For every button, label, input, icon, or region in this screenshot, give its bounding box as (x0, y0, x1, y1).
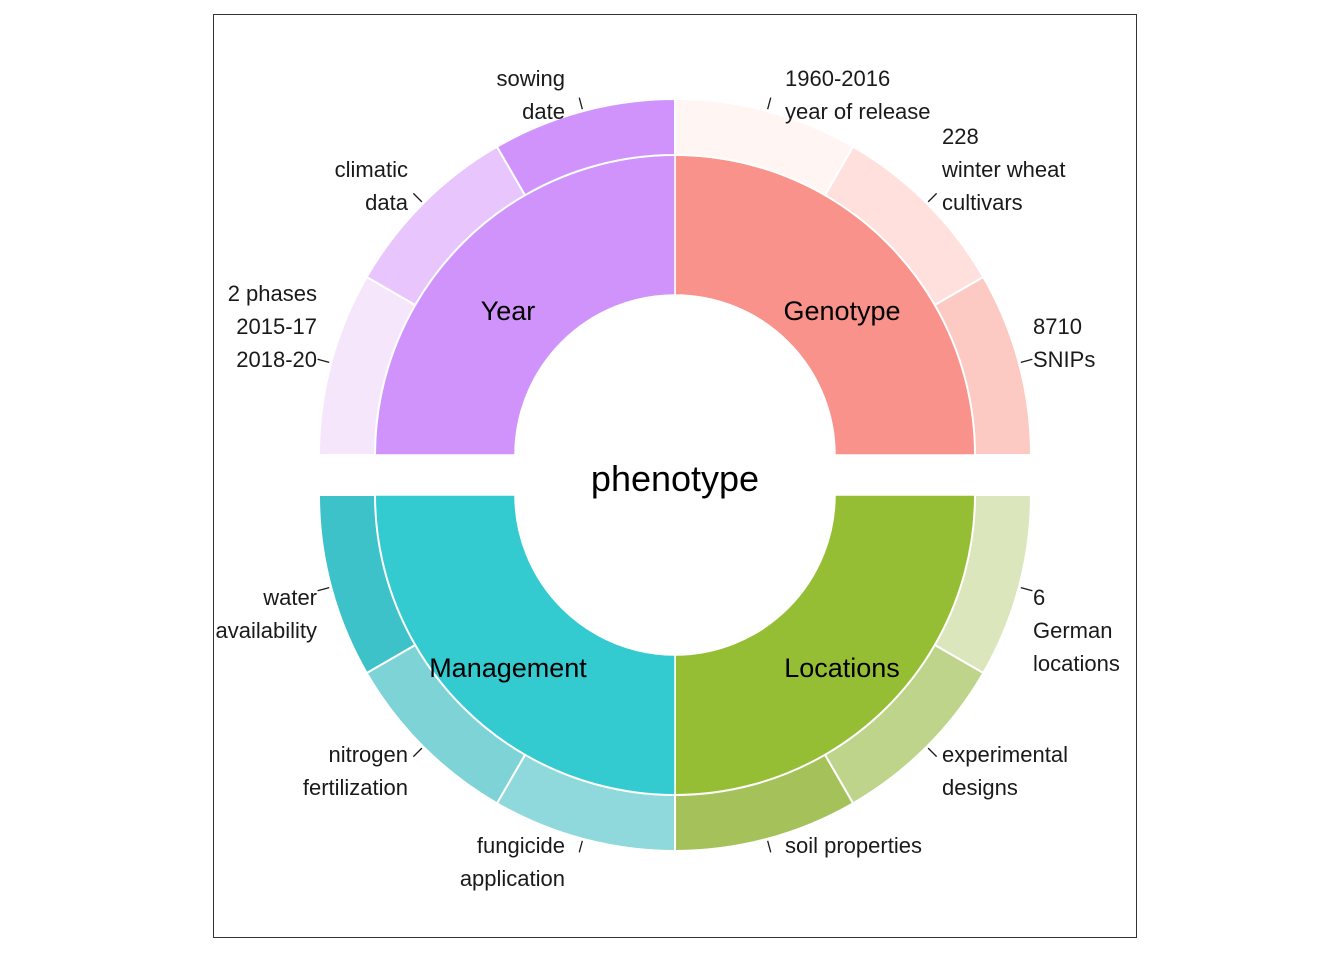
outer-arc-year-1 (365, 145, 527, 307)
category-label-year: Year (481, 296, 536, 326)
outer-label-line: SNIPs (1033, 347, 1095, 372)
outer-label-line: availability (216, 618, 318, 643)
outer-label-locations-2: soil properties (785, 833, 922, 858)
leader-line-genotype-2 (1020, 358, 1033, 363)
outer-ring (317, 97, 1033, 853)
outer-label-line: winter wheat (941, 157, 1066, 182)
leader-line-year-1 (412, 192, 423, 203)
outer-labels: 1960-2016 year of release 228 winter wheat c… (216, 66, 1120, 891)
outer-arc-management-2 (317, 494, 417, 675)
plot-panel-border (213, 14, 1137, 938)
outer-label-year-1: climatic data (335, 157, 409, 215)
outer-label-line: application (460, 866, 565, 891)
outer-label-line: soil properties (785, 833, 922, 858)
outer-label-genotype-1: 228 winter wheat cultivars (941, 124, 1066, 215)
center-label: phenotype (591, 458, 759, 499)
leader-line-genotype-1 (927, 192, 938, 203)
outer-label-line: 2015-17 (236, 314, 317, 339)
leader-line-locations-0 (1020, 587, 1033, 592)
leader-line-management-0 (578, 840, 583, 853)
outer-label-line: locations (1033, 651, 1120, 676)
category-label-genotype: Genotype (783, 296, 900, 326)
category-label-management: Management (429, 653, 587, 683)
outer-label-year-0: 2 phases 2015-17 2018-20 (228, 281, 317, 372)
outer-label-locations-0: 6 German locations (1033, 585, 1120, 676)
outer-label-line: 228 (942, 124, 979, 149)
outer-arc-genotype-2 (933, 275, 1033, 456)
leader-line-management-2 (317, 587, 330, 592)
outer-label-line: nitrogen (328, 742, 408, 767)
leader-line-locations-1 (927, 747, 938, 758)
outer-label-line: German (1033, 618, 1112, 643)
outer-arc-locations-2 (674, 753, 855, 853)
outer-label-line: 1960-2016 (785, 66, 890, 91)
outer-label-line: fertilization (303, 775, 408, 800)
outer-label-line: fungicide (477, 833, 565, 858)
outer-label-line: designs (942, 775, 1018, 800)
outer-label-year-2: sowing date (497, 66, 565, 124)
outer-label-line: year of release (785, 99, 931, 124)
outer-label-line: water (262, 585, 317, 610)
outer-arc-year-2 (495, 97, 676, 197)
outer-label-line: 6 (1033, 585, 1045, 610)
leader-line-genotype-0 (767, 97, 772, 110)
category-labels: Genotype Locations Management Year (429, 296, 900, 683)
outer-label-line: climatic (335, 157, 408, 182)
outer-label-management-2: water availability (216, 585, 318, 643)
outer-label-line: experimental (942, 742, 1068, 767)
outer-label-line: 2 phases (228, 281, 317, 306)
outer-arc-locations-1 (823, 643, 985, 805)
outer-label-management-0: fungicide application (460, 833, 565, 891)
leader-line-year-2 (578, 97, 583, 110)
leader-line-year-0 (317, 358, 330, 363)
outer-label-line: sowing (497, 66, 565, 91)
outer-label-genotype-2: 8710 SNIPs (1033, 314, 1095, 372)
outer-label-line: data (365, 190, 409, 215)
outer-arc-locations-0 (933, 494, 1033, 675)
leader-line-locations-2 (767, 840, 772, 853)
category-label-locations: Locations (784, 653, 900, 683)
outer-arc-year-0 (317, 275, 417, 456)
outer-label-line: date (522, 99, 565, 124)
outer-label-genotype-0: 1960-2016 year of release (785, 66, 931, 124)
outer-label-line: 8710 (1033, 314, 1082, 339)
outer-label-management-1: nitrogen fertilization (303, 742, 408, 800)
outer-label-line: 2018-20 (236, 347, 317, 372)
inner-ring (374, 154, 976, 796)
outer-label-line: cultivars (942, 190, 1023, 215)
leader-line-management-1 (412, 747, 423, 758)
outer-label-locations-1: experimental designs (942, 742, 1068, 800)
